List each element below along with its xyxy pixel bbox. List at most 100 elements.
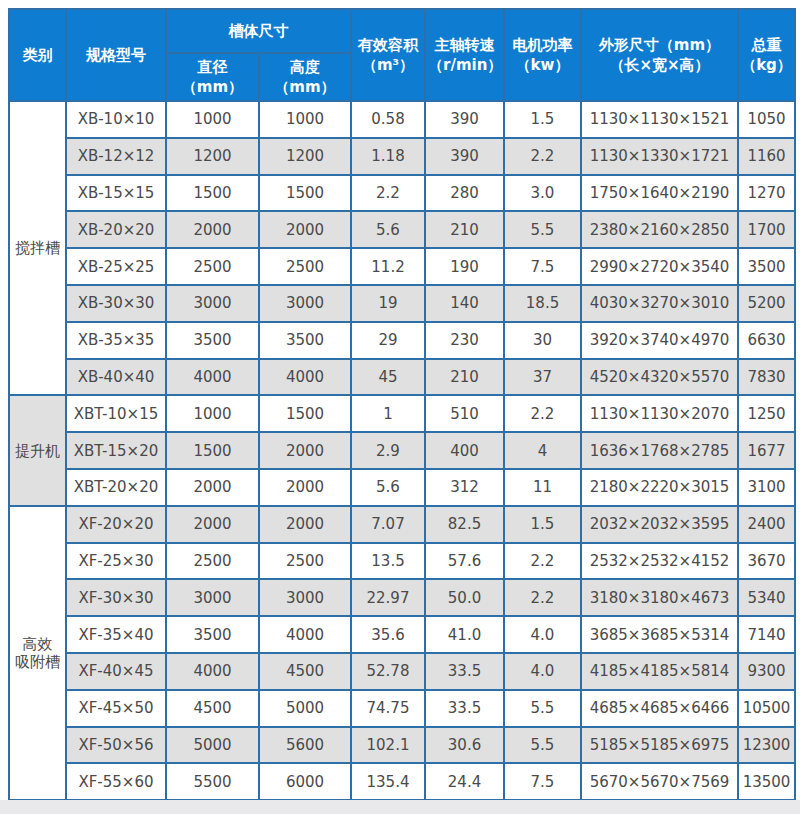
cell-weight: 12300 xyxy=(738,727,795,764)
cell-power: 4.0 xyxy=(504,616,581,653)
bottom-strip xyxy=(0,800,800,814)
category-label: 提升机 xyxy=(12,442,63,460)
cell-weight: 1050 xyxy=(738,101,795,138)
cell-power: 5.5 xyxy=(504,690,581,727)
cell-power: 5.5 xyxy=(504,211,581,248)
cell-dimensions: 1130×1130×2070 xyxy=(581,395,738,432)
cell-dimensions: 5670×5670×7569 xyxy=(581,763,738,800)
cell-weight: 3500 xyxy=(738,248,795,285)
cell-height: 3500 xyxy=(259,322,351,359)
cell-volume: 1.18 xyxy=(351,138,425,175)
table-row: XB-20×20200020005.62105.52380×2160×28501… xyxy=(9,211,795,248)
header-power-line2: （kw） xyxy=(507,55,578,75)
cell-height: 2000 xyxy=(259,469,351,506)
cell-power: 18.5 xyxy=(504,285,581,322)
cell-model: XF-20×20 xyxy=(66,506,166,543)
category-cell: 高效吸附槽 xyxy=(9,506,66,800)
cell-power: 2.2 xyxy=(504,138,581,175)
cell-volume: 74.75 xyxy=(351,690,425,727)
cell-weight: 5340 xyxy=(738,579,795,616)
table-row: 高效吸附槽XF-20×20200020007.0782.51.52032×203… xyxy=(9,506,795,543)
table-row: XF-25×302500250013.557.62.22532×2532×415… xyxy=(9,543,795,580)
cell-model: XF-25×30 xyxy=(66,543,166,580)
cell-dimensions: 5185×5185×6975 xyxy=(581,727,738,764)
cell-height: 4000 xyxy=(259,616,351,653)
cell-diameter: 5500 xyxy=(166,763,259,800)
cell-volume: 7.07 xyxy=(351,506,425,543)
cell-weight: 9300 xyxy=(738,653,795,690)
cell-height: 5000 xyxy=(259,690,351,727)
cell-power: 7.5 xyxy=(504,763,581,800)
cell-speed: 210 xyxy=(425,359,504,396)
cell-power: 2.2 xyxy=(504,579,581,616)
header-volume-line1: 有效容积 xyxy=(354,35,422,55)
cell-power: 1.5 xyxy=(504,506,581,543)
cell-model: XB-25×25 xyxy=(66,248,166,285)
table-row: XF-35×403500400035.641.04.03685×3685×531… xyxy=(9,616,795,653)
table-row: XF-40×454000450052.7833.54.04185×4185×58… xyxy=(9,653,795,690)
table-row: XF-30×303000300022.9750.02.23180×3180×46… xyxy=(9,579,795,616)
cell-dimensions: 1130×1130×1521 xyxy=(581,101,738,138)
cell-speed: 82.5 xyxy=(425,506,504,543)
cell-weight: 1700 xyxy=(738,211,795,248)
cell-diameter: 2000 xyxy=(166,506,259,543)
cell-dimensions: 3920×3740×4970 xyxy=(581,322,738,359)
cell-dimensions: 2532×2532×4152 xyxy=(581,543,738,580)
cell-power: 2.2 xyxy=(504,543,581,580)
cell-volume: 5.6 xyxy=(351,211,425,248)
cell-diameter: 1200 xyxy=(166,138,259,175)
cell-speed: 390 xyxy=(425,101,504,138)
cell-weight: 6630 xyxy=(738,322,795,359)
cell-height: 2000 xyxy=(259,432,351,469)
cell-diameter: 2500 xyxy=(166,543,259,580)
cell-dimensions: 2380×2160×2850 xyxy=(581,211,738,248)
cell-dimensions: 3180×3180×4673 xyxy=(581,579,738,616)
cell-speed: 30.6 xyxy=(425,727,504,764)
cell-speed: 57.6 xyxy=(425,543,504,580)
cell-speed: 50.0 xyxy=(425,579,504,616)
header-speed: 主轴转速 （r/min） xyxy=(425,9,504,101)
cell-weight: 1270 xyxy=(738,175,795,212)
header-tank-size: 槽体尺寸 xyxy=(166,9,351,53)
cell-height: 2500 xyxy=(259,543,351,580)
cell-speed: 510 xyxy=(425,395,504,432)
cell-power: 37 xyxy=(504,359,581,396)
cell-power: 5.5 xyxy=(504,727,581,764)
cell-speed: 210 xyxy=(425,211,504,248)
header-volume: 有效容积 （m³） xyxy=(351,9,425,101)
cell-weight: 13500 xyxy=(738,763,795,800)
table-row: XB-40×404000400045210374520×4320×5570783… xyxy=(9,359,795,396)
cell-weight: 7830 xyxy=(738,359,795,396)
header-power-line1: 电机功率 xyxy=(507,35,578,55)
table-row: 搅拌槽XB-10×10100010000.583901.51130×1130×1… xyxy=(9,101,795,138)
header-height: 高度（mm） xyxy=(259,53,351,101)
cell-speed: 33.5 xyxy=(425,653,504,690)
table-row: XBT-15×20150020002.940041636×1768×278516… xyxy=(9,432,795,469)
table-row: XF-50×5650005600102.130.65.55185×5185×69… xyxy=(9,727,795,764)
table-body: 搅拌槽XB-10×10100010000.583901.51130×1130×1… xyxy=(9,101,795,800)
cell-model: XF-45×50 xyxy=(66,690,166,727)
cell-model: XB-15×15 xyxy=(66,175,166,212)
cell-speed: 24.4 xyxy=(425,763,504,800)
table-row: XB-12×12120012001.183902.21130×1330×1721… xyxy=(9,138,795,175)
cell-volume: 1 xyxy=(351,395,425,432)
cell-power: 4 xyxy=(504,432,581,469)
cell-diameter: 1500 xyxy=(166,432,259,469)
cell-speed: 400 xyxy=(425,432,504,469)
category-cell: 提升机 xyxy=(9,395,66,505)
cell-weight: 7140 xyxy=(738,616,795,653)
cell-height: 2000 xyxy=(259,211,351,248)
cell-height: 3000 xyxy=(259,285,351,322)
cell-height: 1500 xyxy=(259,395,351,432)
cell-height: 3000 xyxy=(259,579,351,616)
cell-speed: 140 xyxy=(425,285,504,322)
cell-model: XBT-20×20 xyxy=(66,469,166,506)
cell-height: 6000 xyxy=(259,763,351,800)
cell-dimensions: 1750×1640×2190 xyxy=(581,175,738,212)
cell-model: XB-30×30 xyxy=(66,285,166,322)
cell-volume: 0.58 xyxy=(351,101,425,138)
cell-diameter: 2000 xyxy=(166,469,259,506)
cell-power: 7.5 xyxy=(504,248,581,285)
cell-weight: 1250 xyxy=(738,395,795,432)
cell-height: 2000 xyxy=(259,506,351,543)
